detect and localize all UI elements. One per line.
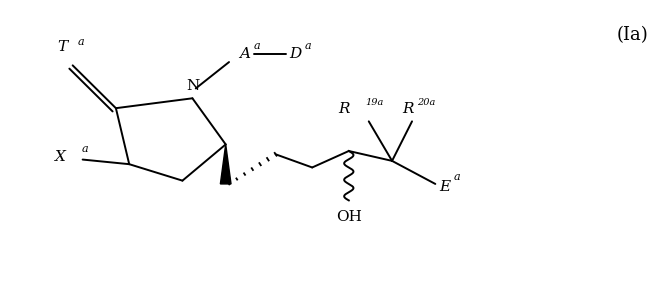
Text: N: N — [186, 79, 199, 93]
Text: a: a — [305, 40, 311, 51]
Text: a: a — [254, 40, 260, 51]
Text: a: a — [454, 172, 460, 182]
Text: D: D — [289, 47, 301, 61]
Text: (Ia): (Ia) — [617, 26, 648, 44]
Text: 20a: 20a — [417, 98, 435, 107]
Polygon shape — [220, 144, 231, 184]
Text: a: a — [81, 144, 88, 154]
Text: a: a — [77, 37, 84, 47]
Text: OH: OH — [336, 210, 362, 224]
Text: R: R — [339, 102, 350, 116]
Text: R: R — [402, 102, 413, 116]
Text: 19a: 19a — [366, 98, 384, 107]
Text: A: A — [239, 47, 250, 61]
Text: E: E — [440, 180, 450, 194]
Text: T: T — [57, 40, 67, 53]
Text: X: X — [55, 150, 66, 164]
